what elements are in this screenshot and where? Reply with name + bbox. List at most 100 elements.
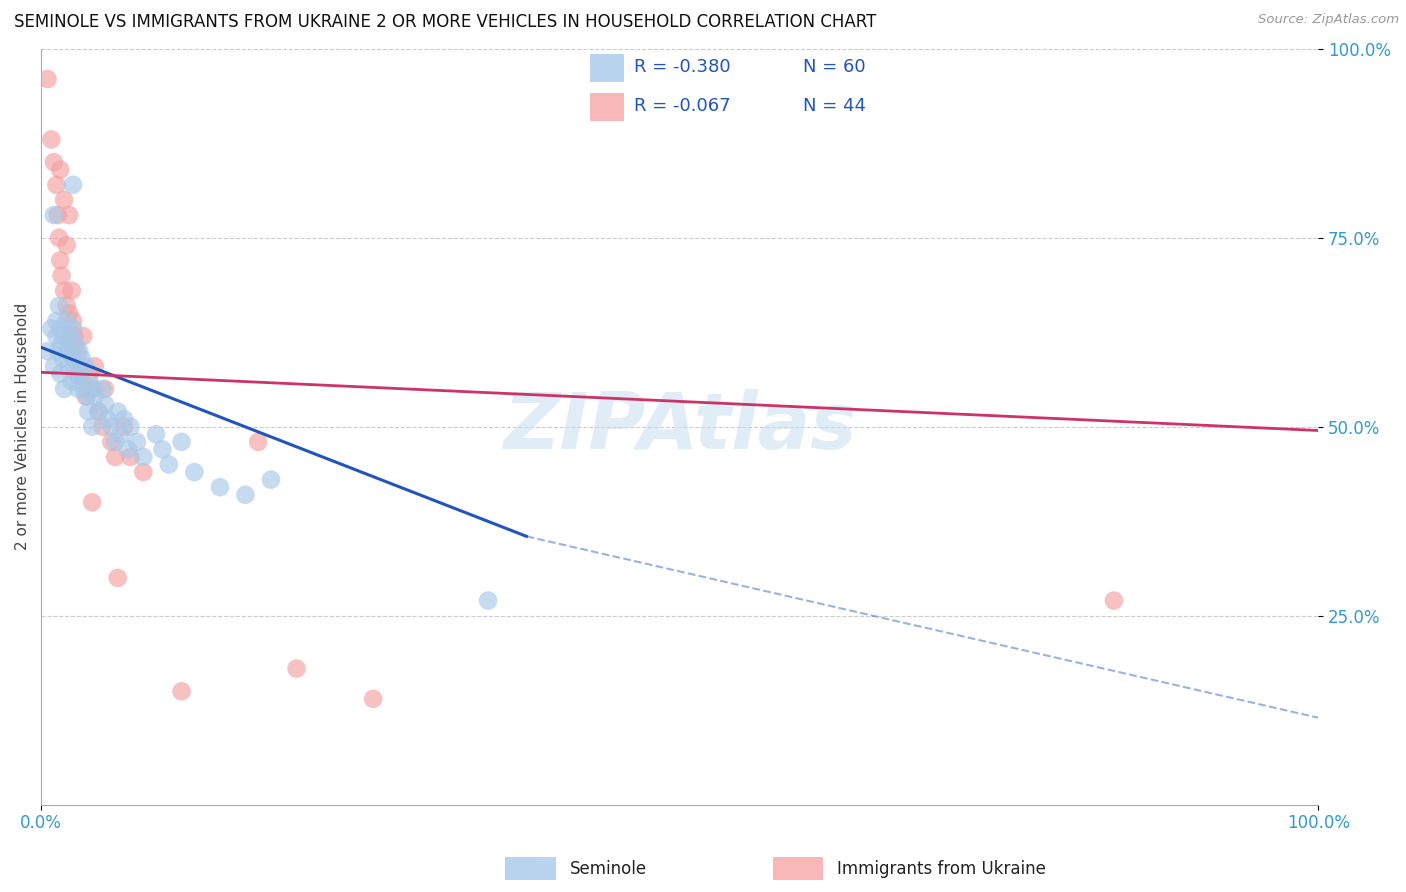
Point bbox=[37, 344, 59, 359]
Point bbox=[76, 389, 98, 403]
Point bbox=[63, 329, 86, 343]
Point bbox=[53, 193, 76, 207]
Point bbox=[87, 404, 110, 418]
Point bbox=[94, 397, 117, 411]
Point bbox=[120, 450, 142, 464]
Point bbox=[145, 427, 167, 442]
Point bbox=[49, 321, 72, 335]
Point bbox=[83, 389, 105, 403]
Point bbox=[42, 155, 65, 169]
Text: ZIPAtlas: ZIPAtlas bbox=[503, 389, 856, 465]
Point bbox=[45, 314, 67, 328]
Point bbox=[55, 299, 77, 313]
Point bbox=[285, 662, 308, 676]
Point bbox=[72, 329, 94, 343]
Point bbox=[170, 684, 193, 698]
Point bbox=[104, 434, 127, 449]
Point bbox=[112, 419, 135, 434]
Text: R = -0.067: R = -0.067 bbox=[634, 97, 731, 115]
Point bbox=[67, 367, 90, 381]
Point bbox=[48, 231, 70, 245]
Point bbox=[66, 367, 89, 381]
Point bbox=[59, 329, 82, 343]
Point bbox=[49, 162, 72, 177]
Point bbox=[91, 382, 114, 396]
Point bbox=[58, 359, 80, 374]
Point bbox=[41, 132, 63, 146]
Point bbox=[94, 382, 117, 396]
Point bbox=[42, 208, 65, 222]
Point bbox=[58, 306, 80, 320]
Point bbox=[63, 367, 86, 381]
Point bbox=[62, 314, 84, 328]
Point bbox=[361, 691, 384, 706]
Point bbox=[60, 284, 83, 298]
Point bbox=[87, 404, 110, 418]
Point bbox=[55, 344, 77, 359]
Point bbox=[46, 344, 69, 359]
Point bbox=[83, 359, 105, 374]
Point bbox=[125, 434, 148, 449]
Point bbox=[45, 329, 67, 343]
Point bbox=[79, 367, 101, 381]
Text: N = 44: N = 44 bbox=[803, 97, 866, 115]
Bar bbox=[773, 857, 824, 880]
Point bbox=[42, 359, 65, 374]
Point bbox=[82, 382, 104, 396]
Point bbox=[45, 178, 67, 192]
Text: Immigrants from Ukraine: Immigrants from Ukraine bbox=[837, 860, 1046, 878]
Point bbox=[66, 359, 89, 374]
Point bbox=[82, 382, 104, 396]
Point bbox=[247, 434, 270, 449]
Point bbox=[51, 336, 73, 351]
Point bbox=[79, 375, 101, 389]
Point bbox=[1102, 593, 1125, 607]
Point bbox=[46, 208, 69, 222]
Point bbox=[235, 488, 257, 502]
Point bbox=[66, 344, 89, 359]
Point bbox=[62, 351, 84, 366]
Point bbox=[152, 442, 174, 457]
Point bbox=[82, 495, 104, 509]
Point bbox=[75, 389, 97, 403]
Point bbox=[208, 480, 231, 494]
FancyBboxPatch shape bbox=[591, 93, 624, 120]
Point bbox=[107, 571, 129, 585]
Point bbox=[55, 314, 77, 328]
Point bbox=[53, 382, 76, 396]
Point bbox=[49, 253, 72, 268]
Point bbox=[58, 208, 80, 222]
Bar bbox=[506, 857, 557, 880]
Point bbox=[70, 351, 93, 366]
Point bbox=[91, 419, 114, 434]
Y-axis label: 2 or more Vehicles in Household: 2 or more Vehicles in Household bbox=[15, 303, 30, 550]
Point bbox=[67, 382, 90, 396]
FancyBboxPatch shape bbox=[591, 54, 624, 82]
Point bbox=[58, 344, 80, 359]
Point bbox=[41, 321, 63, 335]
Point bbox=[62, 321, 84, 335]
Point bbox=[132, 465, 155, 479]
Point bbox=[100, 434, 122, 449]
Point bbox=[53, 329, 76, 343]
Point bbox=[62, 178, 84, 192]
Point bbox=[55, 238, 77, 252]
Text: N = 60: N = 60 bbox=[803, 59, 866, 77]
Text: SEMINOLE VS IMMIGRANTS FROM UKRAINE 2 OR MORE VEHICLES IN HOUSEHOLD CORRELATION : SEMINOLE VS IMMIGRANTS FROM UKRAINE 2 OR… bbox=[14, 13, 876, 31]
Text: Source: ZipAtlas.com: Source: ZipAtlas.com bbox=[1258, 13, 1399, 27]
Point bbox=[112, 412, 135, 426]
Point bbox=[65, 336, 87, 351]
Point bbox=[37, 72, 59, 87]
Point bbox=[110, 427, 132, 442]
Point bbox=[48, 299, 70, 313]
Point bbox=[70, 375, 93, 389]
Point bbox=[170, 434, 193, 449]
Point bbox=[77, 404, 100, 418]
Point bbox=[96, 412, 118, 426]
Point bbox=[51, 268, 73, 283]
Point bbox=[100, 419, 122, 434]
Text: R = -0.380: R = -0.380 bbox=[634, 59, 731, 77]
Point bbox=[75, 359, 97, 374]
Point bbox=[60, 375, 83, 389]
Point bbox=[260, 473, 283, 487]
